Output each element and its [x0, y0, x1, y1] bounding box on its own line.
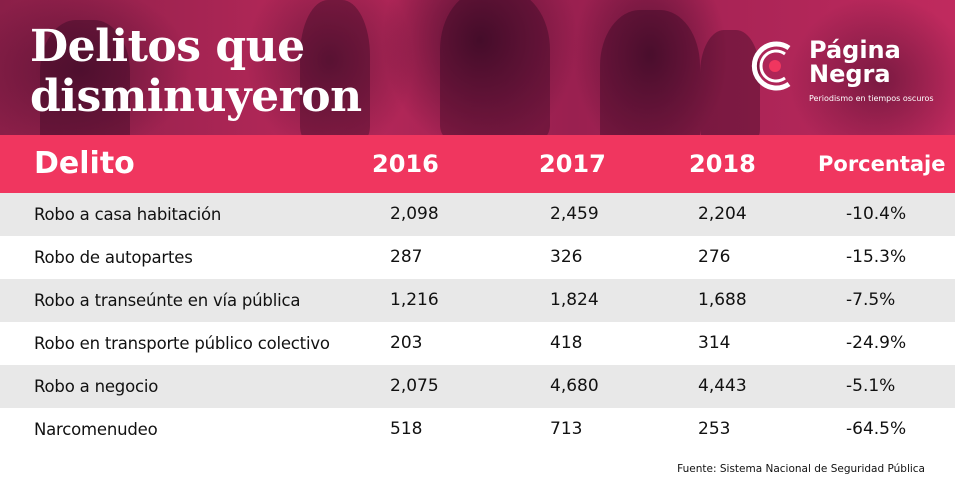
cell-delito: Robo a transeúnte en vía pública [34, 291, 301, 310]
cell-2016: 2,075 [390, 376, 439, 396]
table-row: Robo a casa habitación 2,098 2,459 2,204… [0, 193, 955, 236]
logo-name-line2: Negra [809, 60, 891, 88]
table-header: Delito 2016 2017 2018 Porcentaje [0, 135, 955, 193]
cell-2017: 326 [550, 247, 583, 267]
cell-porcentaje: -15.3% [846, 247, 907, 267]
table-row: Robo en transporte público colectivo 203… [0, 322, 955, 365]
cell-porcentaje: -24.9% [846, 333, 907, 353]
column-header-2017: 2017 [539, 150, 606, 178]
cell-2017: 4,680 [550, 376, 599, 396]
cell-delito: Narcomenudeo [34, 420, 158, 439]
table-row: Robo a transeúnte en vía pública 1,216 1… [0, 279, 955, 322]
cell-2018: 276 [698, 247, 731, 267]
cell-2016: 518 [390, 419, 423, 439]
cell-2018: 253 [698, 419, 731, 439]
cell-delito: Robo a casa habitación [34, 205, 222, 224]
cell-delito: Robo de autopartes [34, 248, 193, 267]
table-row: Narcomenudeo 518 713 253 -64.5% [0, 408, 955, 451]
cell-2017: 1,824 [550, 290, 599, 310]
pagina-negra-logo-icon [751, 41, 791, 91]
column-header-delito: Delito [34, 146, 135, 181]
column-header-2018: 2018 [689, 150, 756, 178]
logo-name-line1: Página [809, 36, 901, 64]
brand-logo: Página Negra Periodismo en tiempos oscur… [745, 36, 945, 108]
cell-2017: 2,459 [550, 204, 599, 224]
table-row: Robo de autopartes 287 326 276 -15.3% [0, 236, 955, 279]
cell-2018: 4,443 [698, 376, 747, 396]
logo-tagline: Periodismo en tiempos oscuros [809, 94, 934, 103]
cell-porcentaje: -5.1% [846, 376, 896, 396]
cell-2016: 2,098 [390, 204, 439, 224]
cell-porcentaje: -64.5% [846, 419, 907, 439]
cell-2016: 1,216 [390, 290, 439, 310]
cell-2016: 203 [390, 333, 423, 353]
cell-2018: 1,688 [698, 290, 747, 310]
column-header-2016: 2016 [372, 150, 439, 178]
cell-2017: 713 [550, 419, 583, 439]
cell-porcentaje: -10.4% [846, 204, 907, 224]
header-banner-photo: Delitos que disminuyeron Página Negra Pe… [0, 0, 955, 135]
cell-2017: 418 [550, 333, 583, 353]
page-title: Delitos que disminuyeron [30, 21, 362, 122]
cell-delito: Robo a negocio [34, 377, 159, 396]
source-note: Fuente: Sistema Nacional de Seguridad Pú… [677, 463, 925, 475]
column-header-porcentaje: Porcentaje [818, 152, 946, 176]
cell-delito: Robo en transporte público colectivo [34, 334, 330, 353]
cell-porcentaje: -7.5% [846, 290, 896, 310]
cell-2018: 314 [698, 333, 731, 353]
logo-name: Página Negra [809, 38, 901, 86]
cell-2018: 2,204 [698, 204, 747, 224]
cell-2016: 287 [390, 247, 423, 267]
table-row: Robo a negocio 2,075 4,680 4,443 -5.1% [0, 365, 955, 408]
